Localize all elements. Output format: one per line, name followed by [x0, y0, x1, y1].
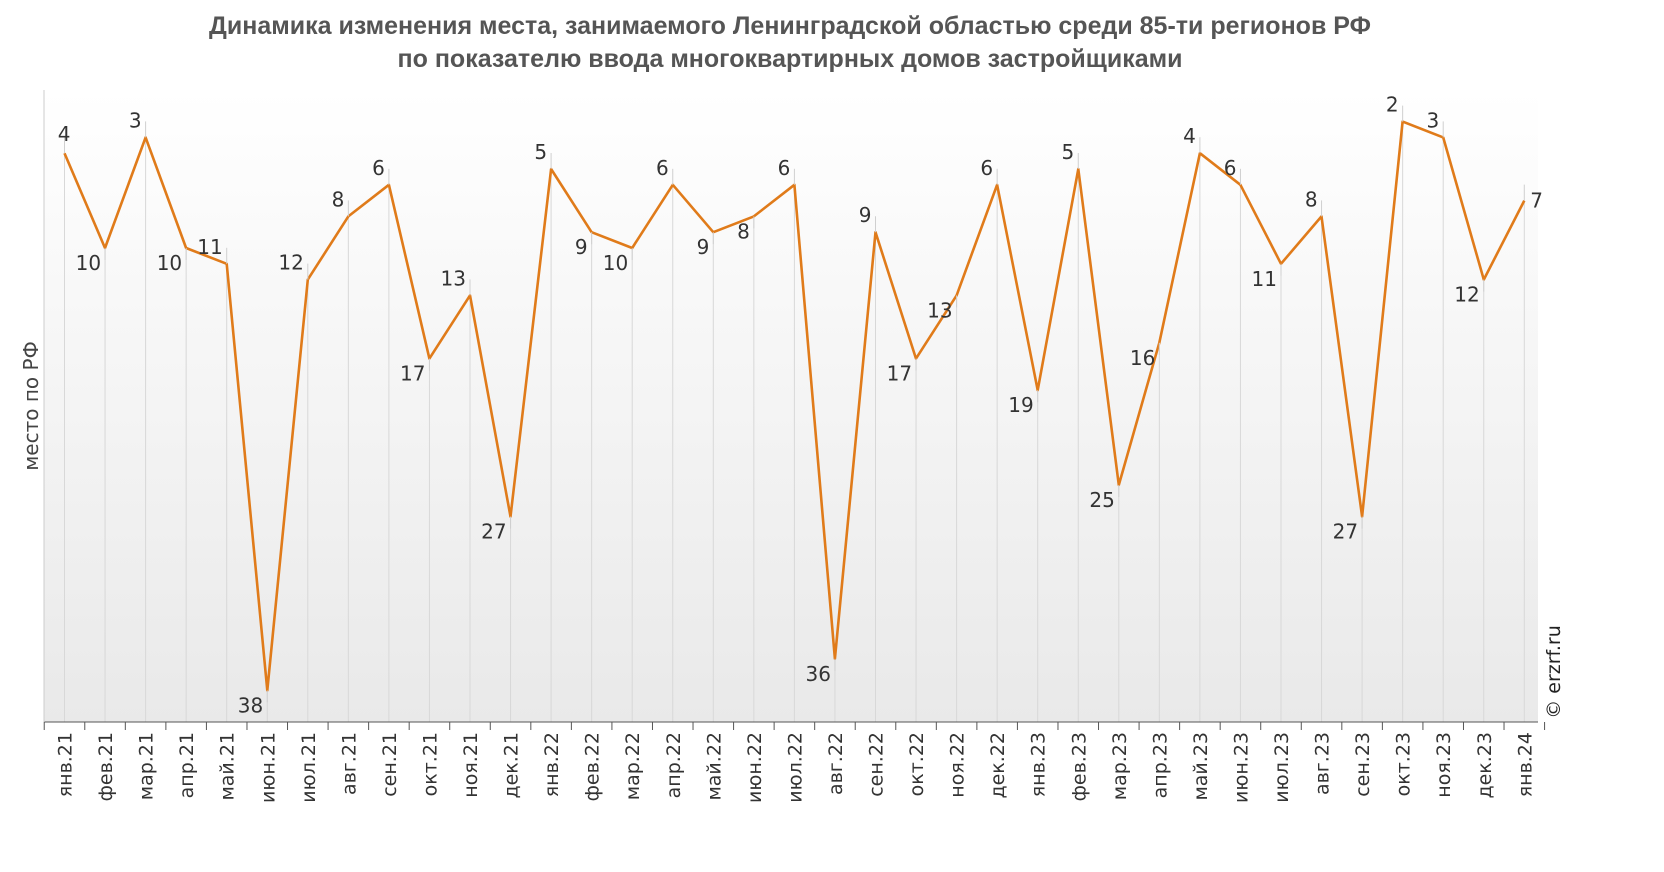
x-tick-label: сен.23 [1352, 732, 1374, 797]
data-label: 36 [805, 662, 830, 686]
data-label: 9 [697, 235, 710, 259]
x-tick-label: сен.21 [379, 732, 401, 797]
data-label: 5 [1062, 140, 1075, 164]
data-label: 2 [1386, 93, 1399, 117]
x-tick-label: ноя.22 [947, 732, 969, 798]
x-tick-label: окт.22 [906, 732, 928, 796]
data-label: 13 [927, 298, 952, 322]
data-label: 8 [737, 219, 750, 243]
data-label: 12 [278, 251, 303, 275]
data-label: 3 [1426, 108, 1439, 132]
data-label: 9 [575, 235, 588, 259]
x-tick-label: апр.22 [663, 732, 685, 798]
data-label: 27 [1333, 520, 1358, 544]
x-tick-label: май.22 [703, 732, 725, 801]
data-label: 11 [1252, 267, 1277, 291]
data-label: 4 [58, 122, 71, 146]
x-tick-label: июн.21 [257, 732, 279, 803]
data-label: 6 [980, 156, 993, 180]
data-label: 12 [1454, 283, 1479, 307]
chart-title: Динамика изменения места, занимаемого Ле… [0, 10, 1580, 76]
x-tick-label: фев.21 [95, 732, 117, 801]
x-tick-label: янв.24 [1514, 732, 1536, 797]
data-label: 11 [197, 235, 222, 259]
data-label: 7 [1530, 189, 1543, 213]
x-tick-label: ноя.23 [1433, 732, 1455, 798]
x-tick-label: дек.22 [987, 732, 1009, 799]
y-axis-label: место по РФ [19, 341, 43, 471]
leader-lines [64, 105, 1525, 703]
x-tick-label: дек.21 [501, 732, 523, 799]
x-tick-label: янв.23 [1028, 732, 1050, 797]
data-label: 6 [1224, 156, 1237, 180]
x-tick-label: июл.22 [784, 732, 806, 803]
x-tick-label: янв.21 [55, 732, 77, 797]
chart-title-line1: Динамика изменения места, занимаемого Ле… [209, 12, 1371, 40]
x-tick-label: июл.21 [298, 732, 320, 803]
data-label: 17 [400, 362, 425, 386]
x-tick-label: июн.22 [744, 732, 766, 803]
data-label: 8 [1305, 187, 1318, 211]
x-tick-label: фев.22 [582, 732, 604, 801]
credit-watermark: © erzrf.ru [1543, 625, 1565, 719]
data-label: 17 [887, 362, 912, 386]
x-tick-label: апр.23 [1149, 732, 1171, 798]
data-label: 9 [859, 203, 872, 227]
data-label: 4 [1183, 124, 1196, 148]
data-label: 10 [157, 251, 182, 275]
data-label: 5 [534, 140, 547, 164]
data-label: 6 [778, 156, 791, 180]
data-label: 8 [332, 187, 345, 211]
x-tick-label: май.23 [1190, 732, 1212, 801]
x-tick-label: дек.23 [1474, 732, 1496, 799]
x-tick-label: окт.21 [419, 732, 441, 796]
data-label: 10 [603, 251, 628, 275]
x-tick-label: авг.23 [1312, 732, 1334, 795]
data-label: 6 [656, 156, 669, 180]
x-tick-label: июл.23 [1271, 732, 1293, 803]
x-tick-label: авг.21 [338, 732, 360, 795]
x-tick-label: авг.22 [825, 732, 847, 795]
x-tick-label: фев.23 [1068, 732, 1090, 801]
x-tick-label: мар.23 [1109, 732, 1131, 800]
x-tick-label: май.21 [217, 732, 239, 801]
x-tick-label: апр.21 [176, 732, 198, 798]
x-tick-label: мар.21 [136, 732, 158, 800]
data-label: 10 [76, 251, 101, 275]
chart-title-line2: по показателю ввода многоквартирных домо… [397, 45, 1183, 73]
x-tick-label: окт.23 [1393, 732, 1415, 796]
x-tick-label: мар.22 [622, 732, 644, 800]
data-label: 13 [441, 266, 466, 290]
data-label: 16 [1130, 346, 1155, 370]
x-axis-ticks: янв.21 фев.21 мар.21 апр.21 май.21 июн.21 июл.… [43, 722, 1546, 803]
plot-area [44, 90, 1538, 722]
data-label: 25 [1089, 488, 1114, 512]
grid-lines [64, 121, 1525, 722]
data-labels: 4103101138128617132759106986369171361952… [58, 93, 1543, 718]
x-tick-label: сен.22 [866, 732, 888, 797]
data-label: 6 [372, 156, 385, 180]
data-label: 3 [129, 108, 142, 132]
x-tick-label: ноя.21 [460, 732, 482, 798]
x-tick-label: июн.23 [1230, 732, 1252, 803]
data-label: 38 [238, 693, 263, 717]
x-tick-label: янв.22 [541, 732, 563, 797]
data-label: 27 [481, 520, 506, 544]
data-label: 19 [1008, 393, 1033, 417]
